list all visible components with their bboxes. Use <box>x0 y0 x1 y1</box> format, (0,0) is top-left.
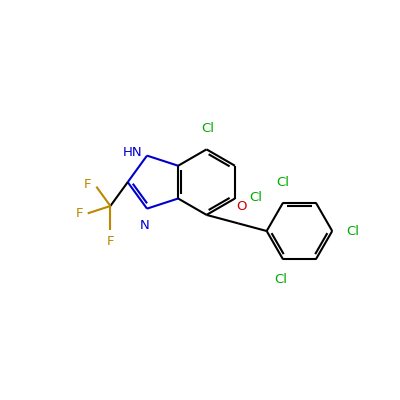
Text: Cl: Cl <box>249 191 262 204</box>
Text: F: F <box>75 207 83 220</box>
Text: N: N <box>140 218 150 232</box>
Text: Cl: Cl <box>346 224 359 238</box>
Text: Cl: Cl <box>276 176 290 189</box>
Text: F: F <box>84 178 92 191</box>
Text: Cl: Cl <box>274 273 288 286</box>
Text: Cl: Cl <box>201 122 214 136</box>
Text: HN: HN <box>122 146 142 159</box>
Text: F: F <box>107 235 114 248</box>
Text: O: O <box>236 200 246 214</box>
